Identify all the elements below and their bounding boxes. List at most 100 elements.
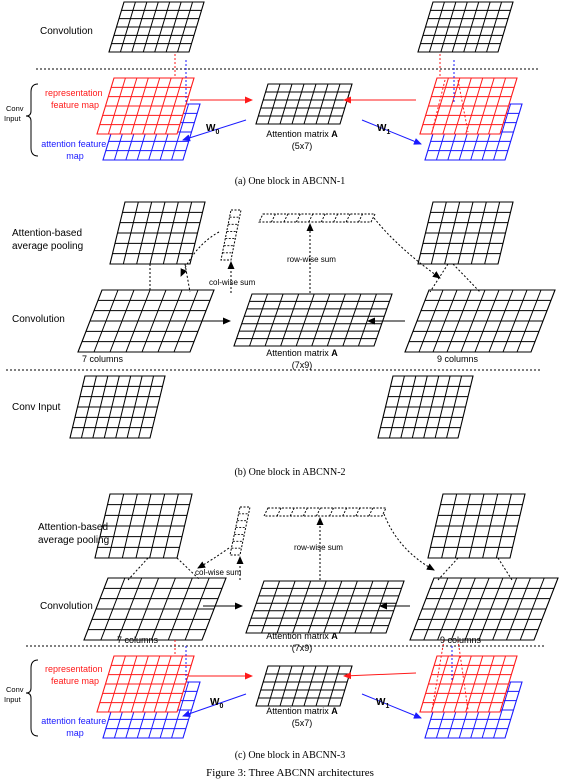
w1-subscript: 1 — [385, 703, 389, 710]
panel-a-attention-fm-label: attention feature map — [41, 139, 109, 161]
representation-line: representation — [45, 664, 103, 674]
attention-matrix-a-5x7-outline — [256, 84, 352, 124]
attention-matrix-a-5x7 — [256, 84, 352, 124]
panel-c-representation-label: representation feature map — [45, 664, 105, 686]
pooling-right-grid — [428, 494, 525, 558]
pooling-link-dashed — [430, 264, 448, 292]
panel-c-caption: (c) One block in ABCNN-3 — [235, 750, 346, 761]
panel-a-matrix-dims: (5x7) — [292, 141, 313, 151]
row-wise-sum-vector — [264, 508, 386, 516]
pooling-link-dashed — [185, 264, 190, 292]
representation-feature-map-left — [97, 78, 194, 134]
pooling-right-grid — [418, 202, 513, 264]
representation-feature-map-right — [420, 656, 517, 712]
representation-line: representation — [45, 88, 103, 98]
w1-subscript: 1 — [386, 129, 390, 136]
pooling-left-arrow — [198, 548, 229, 568]
conv-input-right-grid — [378, 376, 473, 438]
convolution-right-grid-9-columns — [410, 578, 558, 640]
convolution-left-grid — [109, 2, 204, 52]
pooling-line: average pooling — [12, 241, 83, 252]
pooling-link-dashed — [128, 558, 148, 580]
panel-b-caption: (b) One block in ABCNN-2 — [234, 467, 345, 478]
attention-matrix-a-7x9 — [234, 294, 392, 346]
panel-c-matrix-dims-top: (7x9) — [292, 643, 313, 653]
attention-fm-line: attention feature — [41, 716, 106, 726]
conv-input-brace — [26, 660, 38, 736]
panel-c-w0-label: W0 — [210, 697, 223, 710]
panel-b-matrix-dims: (7x9) — [292, 360, 313, 370]
pooling-line: Attention-based — [12, 228, 82, 239]
pooling-link-dashed — [438, 558, 458, 580]
panel-c-col-sum-label: col-wise sum — [195, 568, 242, 577]
panel-c-convolution-label: Convolution — [40, 601, 93, 612]
panel-a-caption: (a) One block in ABCNN-1 — [235, 176, 346, 187]
matrix-a-letter: A — [331, 348, 338, 358]
panel-b-row-sum-label: row-wise sum — [287, 255, 336, 264]
pooling-link-dashed — [453, 264, 480, 292]
col-wise-sum-vector — [221, 210, 241, 260]
panel-c: Attention-based average pooling Convolut… — [4, 522, 482, 761]
pooling-link-dashed — [498, 558, 512, 580]
pooling-line: average pooling — [38, 535, 109, 546]
panel-c-matrix-label-bottom: Attention matrix A — [266, 706, 338, 716]
panel-a-w1-label: W1 — [377, 123, 390, 136]
panel-b-conv-input-label: Conv Input — [12, 402, 61, 413]
row-wise-sum-vector-outline — [259, 214, 375, 222]
panel-b-col-sum-label: col-wise sum — [209, 278, 256, 287]
attention-matrix-a-7x9 — [246, 581, 404, 633]
row-wise-sum-vector — [259, 214, 375, 222]
red-arrow-to-matrix — [344, 673, 416, 676]
attention-fm-line: map — [66, 151, 84, 161]
panel-c-left-cols-label: 7 columns — [117, 635, 159, 645]
panel-c-attention-fm-label: attention feature map — [41, 716, 109, 738]
matrix-a-letter: A — [331, 129, 338, 139]
panel-b-convolution-label: Convolution — [12, 314, 65, 325]
convolution-right-grid-9-columns — [405, 290, 555, 352]
panel-c-pooling-label: Attention-based average pooling — [38, 522, 111, 546]
blue-arrow-w1 — [362, 694, 421, 718]
col-wise-sum-vector — [230, 507, 250, 555]
conv-input-line: Input — [4, 695, 22, 704]
representation-line: feature map — [51, 100, 99, 110]
panel-c-row-sum-label: row-wise sum — [294, 543, 343, 552]
conv-input-line: Conv — [6, 104, 24, 113]
representation-feature-map-left — [97, 656, 194, 712]
conv-input-line: Conv — [6, 685, 24, 694]
attention-fm-line: attention feature — [41, 139, 106, 149]
representation-feature-map-right — [420, 78, 517, 134]
panel-c-right-cols-label: 9 columns — [440, 635, 482, 645]
panel-c-matrix-dims-bottom: (5x7) — [292, 718, 313, 728]
attention-matrix-a-5x7 — [256, 666, 352, 706]
row-wise-sum-vector-outline — [264, 508, 386, 516]
panel-a-representation-label: representation feature map — [45, 88, 105, 110]
matrix-a-letter: A — [331, 631, 338, 641]
panel-b-right-cols-label: 9 columns — [437, 354, 479, 364]
panel-a-matrix-label: Attention matrix A — [266, 129, 338, 139]
panel-b-matrix-label: Attention matrix A — [266, 348, 338, 358]
w0-subscript: 0 — [215, 129, 219, 136]
panel-c-w1-label: W1 — [376, 697, 389, 710]
panel-a-conv-input-label: Conv Input — [4, 104, 26, 123]
pooling-line: Attention-based — [38, 522, 108, 533]
conv-input-brace — [26, 84, 38, 156]
blue-arrow-w1 — [362, 120, 421, 144]
panel-c-conv-input-label: Conv Input — [4, 685, 26, 704]
panel-a-convolution-label: Convolution — [40, 26, 93, 37]
pooling-left-grid — [110, 202, 205, 264]
attention-matrix-a-5x7-outline — [256, 666, 352, 706]
convolution-right-grid — [418, 2, 513, 52]
panel-b-pooling-label: Attention-based average pooling — [12, 228, 85, 252]
w0-subscript: 0 — [219, 703, 223, 710]
panel-a-w0-label: W0 — [206, 123, 219, 136]
representation-line: feature map — [51, 676, 99, 686]
matrix-a-letter: A — [331, 706, 338, 716]
panel-b-left-cols-label: 7 columns — [82, 354, 124, 364]
panel-b: Attention-based average pooling Convolut… — [12, 228, 479, 478]
panel-c-matrix-label-top: Attention matrix A — [266, 631, 338, 641]
convolution-left-grid-7-columns — [84, 578, 226, 640]
conv-input-left-grid — [70, 376, 165, 438]
conv-input-line: Input — [4, 114, 22, 123]
attention-fm-line: map — [66, 728, 84, 738]
